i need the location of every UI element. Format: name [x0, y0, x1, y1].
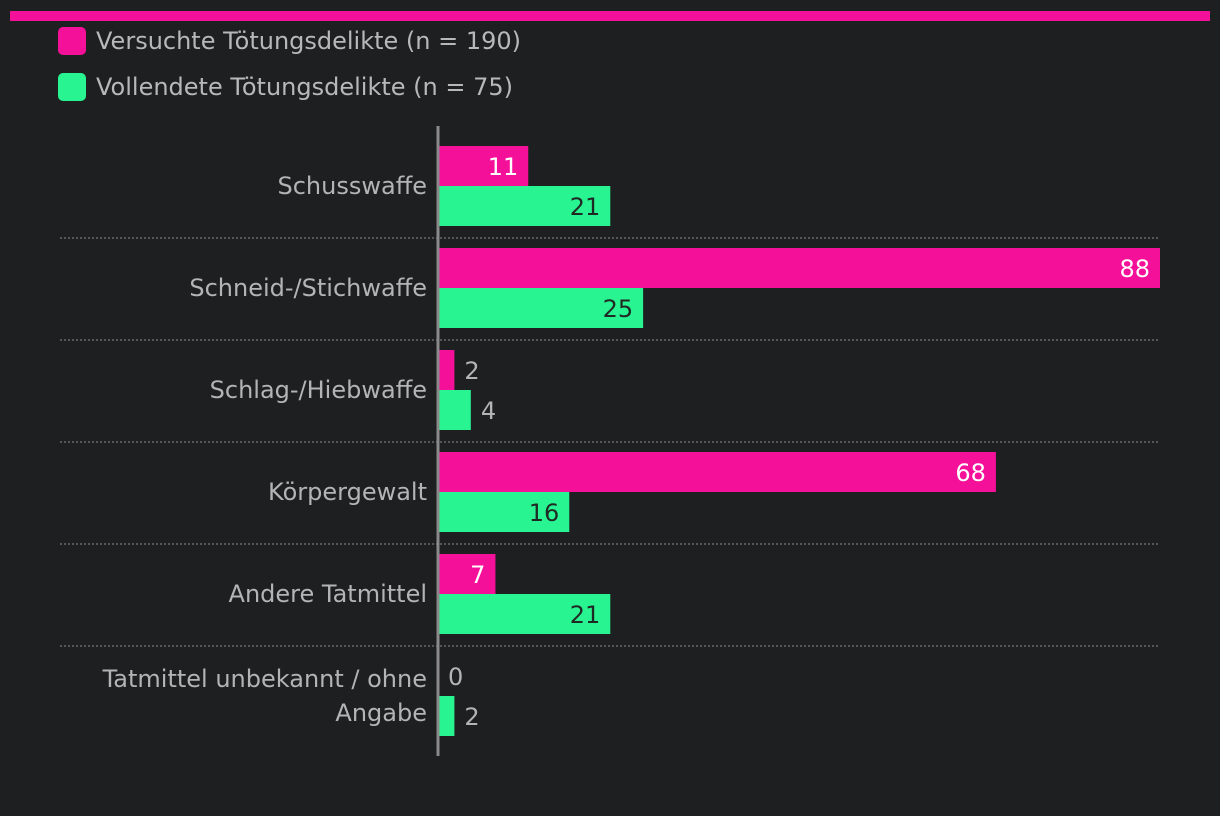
bar-vollendet: [438, 288, 644, 328]
bar-vollendet: [438, 696, 455, 736]
bar-versucht: [438, 146, 529, 186]
bar-versucht: [438, 350, 455, 390]
value-label-versucht: 68: [955, 459, 986, 487]
bar-versucht: [438, 554, 496, 594]
bar-versucht: [438, 248, 1160, 288]
value-label-vollendet: 21: [570, 193, 601, 221]
category-label: Angabe: [335, 699, 427, 727]
value-label-versucht: 0: [448, 663, 463, 691]
bar-vollendet: [438, 594, 611, 634]
value-label-versucht: 11: [488, 153, 519, 181]
category-label: Schlag-/Hiebwaffe: [210, 376, 427, 404]
category-label: Schusswaffe: [278, 172, 428, 200]
value-label-vollendet: 25: [603, 295, 634, 323]
category-label: Andere Tatmittel: [229, 580, 427, 608]
legend-swatch-vollendet: [58, 73, 86, 101]
bar-versucht: [438, 452, 996, 492]
legend-item-versucht[interactable]: Versuchte Tötungsdelikte (n = 190): [58, 26, 521, 56]
category-label: Körpergewalt: [268, 478, 427, 506]
legend-label-vollendet: Vollendete Tötungsdelikte (n = 75): [96, 73, 514, 101]
value-label-vollendet: 4: [481, 397, 496, 425]
legend-label-versucht: Versuchte Tötungsdelikte (n = 190): [96, 27, 522, 55]
bar-vollendet: [438, 390, 471, 430]
legend-item-vollendet[interactable]: Vollendete Tötungsdelikte (n = 75): [58, 72, 521, 102]
value-label-versucht: 88: [1119, 255, 1150, 283]
category-label: Schneid-/Stichwaffe: [189, 274, 427, 302]
value-label-versucht: 2: [464, 357, 479, 385]
bar-vollendet: [438, 186, 611, 226]
bar-vollendet: [438, 492, 570, 532]
value-label-vollendet: 21: [570, 601, 601, 629]
legend: Versuchte Tötungsdelikte (n = 190) Volle…: [58, 26, 521, 118]
value-label-vollendet: 16: [529, 499, 560, 527]
legend-swatch-versucht: [58, 27, 86, 55]
value-label-versucht: 7: [470, 561, 485, 589]
category-label: Tatmittel unbekannt / ohne: [102, 665, 427, 693]
top-accent-bar: [10, 11, 1210, 21]
value-label-vollendet: 2: [464, 703, 479, 731]
